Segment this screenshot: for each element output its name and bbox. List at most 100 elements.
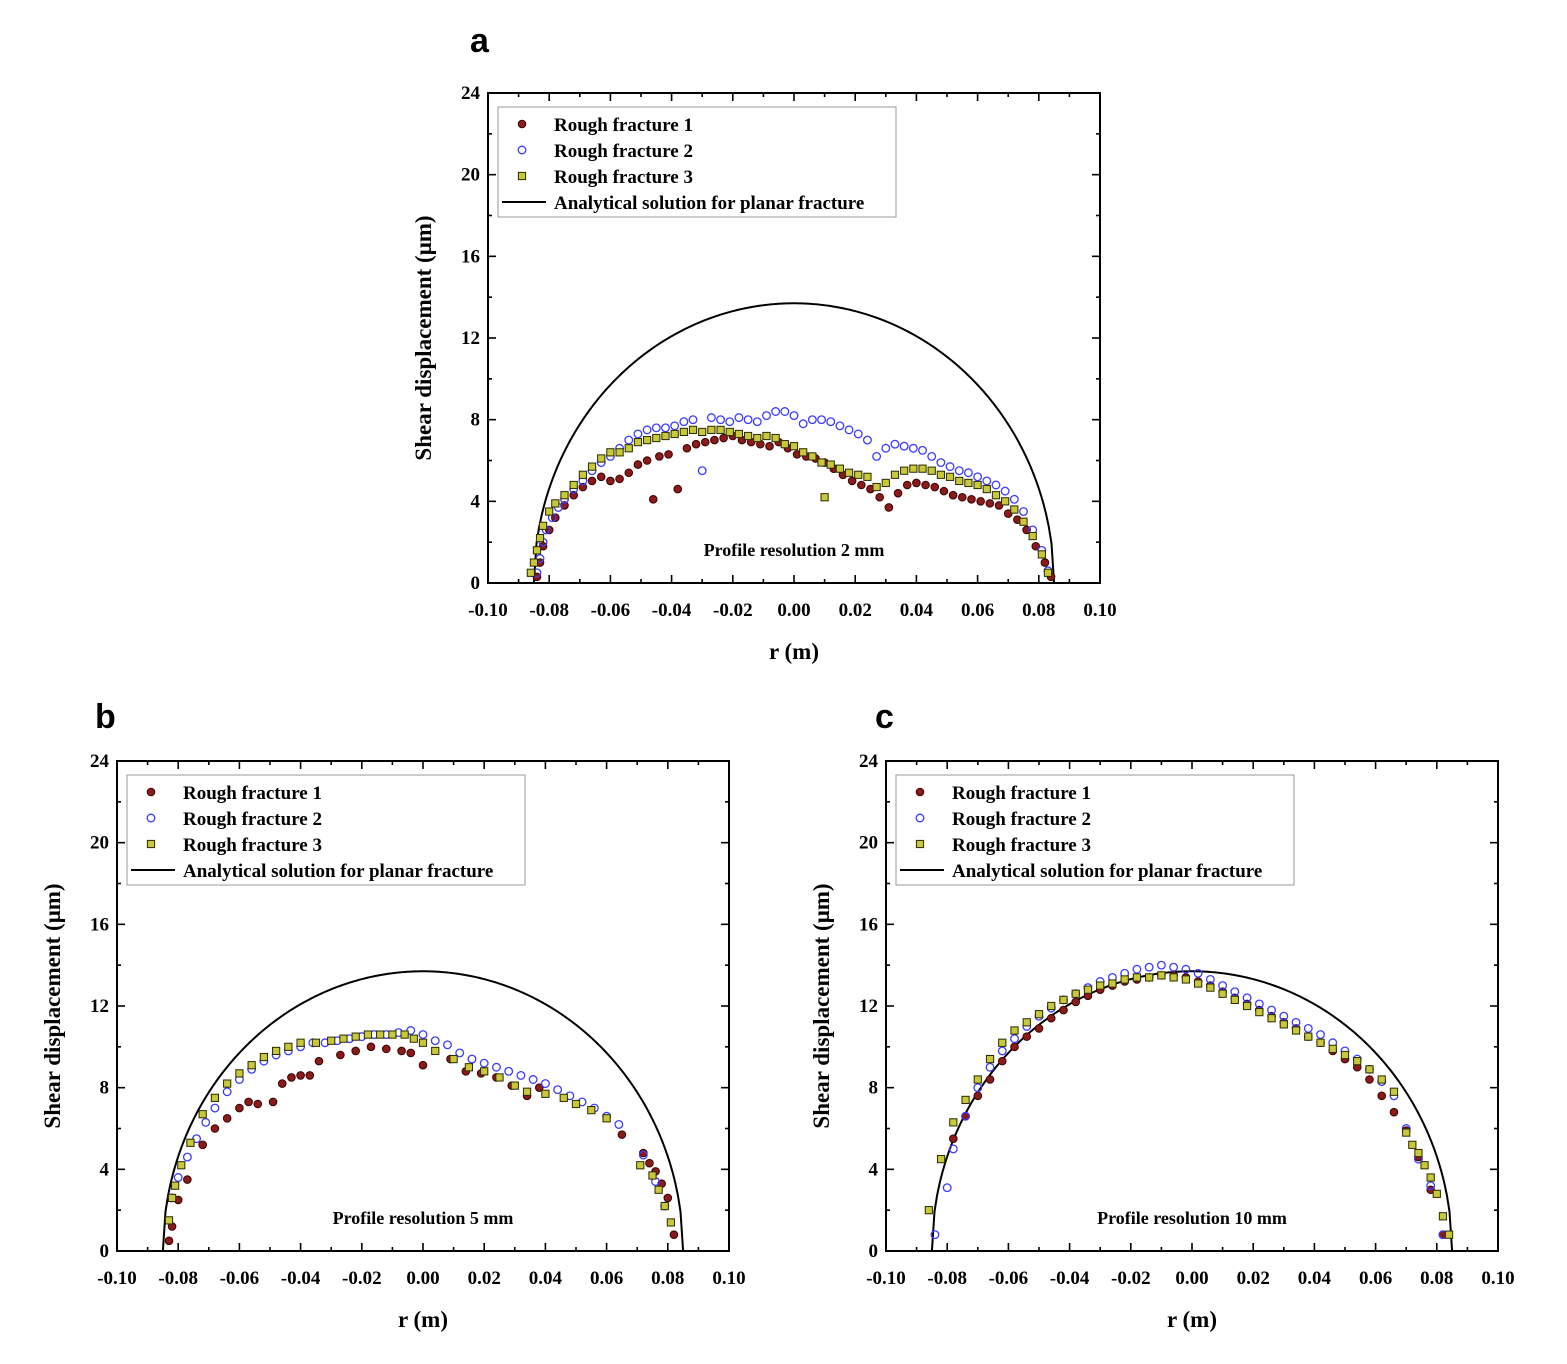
series-2 (930, 960, 1448, 1240)
data-point (167, 1193, 177, 1203)
data-point (857, 480, 866, 490)
data-point (1022, 1018, 1031, 1027)
data-point (985, 499, 995, 508)
y-tick-label: 24 (90, 751, 110, 772)
legend-label: Rough fracture 2 (554, 141, 693, 162)
data-point (559, 1093, 568, 1102)
data-point (638, 1150, 648, 1160)
data-point (560, 491, 569, 500)
data-point (182, 1152, 192, 1162)
legend: Rough fracture 1 Rough fracture 2 Rough fr… (497, 106, 897, 218)
data-point (1059, 1005, 1068, 1015)
legend-marker (915, 787, 925, 797)
y-tick-label: 0 (869, 1241, 879, 1262)
data-point (982, 484, 991, 494)
data-point (663, 1193, 673, 1203)
data-point (854, 470, 863, 479)
data-point (504, 1066, 514, 1076)
data-point (924, 1206, 933, 1215)
data-point (314, 1056, 324, 1066)
y-axis-title: Shear displacement (μm) (809, 883, 834, 1128)
data-point (596, 472, 606, 482)
data-point (912, 478, 921, 488)
panel-letter: b (95, 698, 116, 736)
legend-marker (146, 787, 156, 797)
data-point (643, 435, 652, 445)
data-point (624, 444, 633, 453)
data-point (569, 480, 578, 490)
data-point (1132, 973, 1142, 982)
data-point (1181, 964, 1191, 974)
data-point (679, 417, 689, 427)
data-point (645, 1158, 654, 1168)
data-point (973, 1091, 983, 1101)
data-point (1340, 1050, 1350, 1060)
data-point (397, 1046, 406, 1056)
data-point (1218, 981, 1228, 991)
data-point (679, 427, 688, 437)
x-tick-label: 0.08 (651, 1268, 684, 1289)
data-point (1230, 987, 1240, 997)
data-point (908, 443, 918, 453)
data-point (1031, 541, 1041, 551)
legend: Rough fracture 1 Rough fracture 2 Rough fr… (126, 774, 526, 886)
data-point (826, 460, 835, 469)
data-point (614, 1119, 624, 1129)
x-tick-label: 0.08 (1022, 600, 1055, 621)
data-point (272, 1046, 281, 1056)
y-tick-label: 0 (471, 573, 481, 594)
data-point (1028, 531, 1037, 541)
data-point (541, 1089, 550, 1098)
data-point (376, 1030, 385, 1039)
data-point (900, 466, 909, 475)
legend-label: Rough fracture 2 (183, 809, 322, 830)
data-point (1059, 995, 1068, 1004)
data-point (418, 1038, 428, 1047)
x-tick-label: 0.04 (900, 600, 934, 621)
data-point (578, 470, 587, 479)
resolution-annotation: Profile resolution 5 mm (333, 1208, 514, 1228)
data-point (700, 437, 710, 447)
data-point (578, 482, 588, 492)
data-point (798, 419, 808, 429)
data-point (164, 1236, 174, 1246)
data-point (654, 1185, 663, 1194)
data-point (1144, 962, 1154, 972)
legend-label: Rough fracture 1 (554, 115, 693, 136)
analytical-solution-line (532, 302, 1056, 583)
data-point (973, 1075, 982, 1084)
data-point (177, 1161, 186, 1170)
y-tick-label: 4 (471, 491, 481, 512)
data-point (918, 464, 927, 473)
data-point (826, 417, 836, 427)
data-point (1389, 1087, 1399, 1096)
y-tick-label: 8 (100, 1078, 110, 1099)
data-point (725, 427, 734, 437)
data-point (1316, 1038, 1325, 1047)
data-point (664, 450, 673, 459)
data-point (1328, 1044, 1337, 1053)
data-point (1019, 517, 1028, 526)
data-point (963, 468, 973, 478)
data-point (808, 452, 817, 461)
resolution-annotation: Profile resolution 2 mm (704, 540, 885, 560)
legend-marker (517, 119, 527, 129)
data-point (1010, 1034, 1019, 1044)
data-point (1000, 486, 1010, 496)
data-point (455, 1048, 465, 1058)
x-tick-label: 0.02 (468, 1268, 501, 1289)
data-point (927, 466, 936, 475)
data-point (1071, 997, 1081, 1007)
data-point (1001, 497, 1010, 506)
x-tick-label: -0.08 (158, 1268, 198, 1289)
y-axis-title: Shear displacement (μm) (411, 215, 436, 460)
data-point (532, 546, 542, 555)
x-tick-label: 0.00 (1175, 1268, 1208, 1289)
data-point (655, 452, 664, 461)
data-point (551, 513, 560, 522)
legend-label: Analytical solution for planar fracture (183, 861, 493, 882)
x-tick-label: 0.00 (777, 600, 810, 621)
data-point (985, 1054, 995, 1064)
legend-marker (146, 839, 156, 849)
data-point (1169, 973, 1178, 982)
